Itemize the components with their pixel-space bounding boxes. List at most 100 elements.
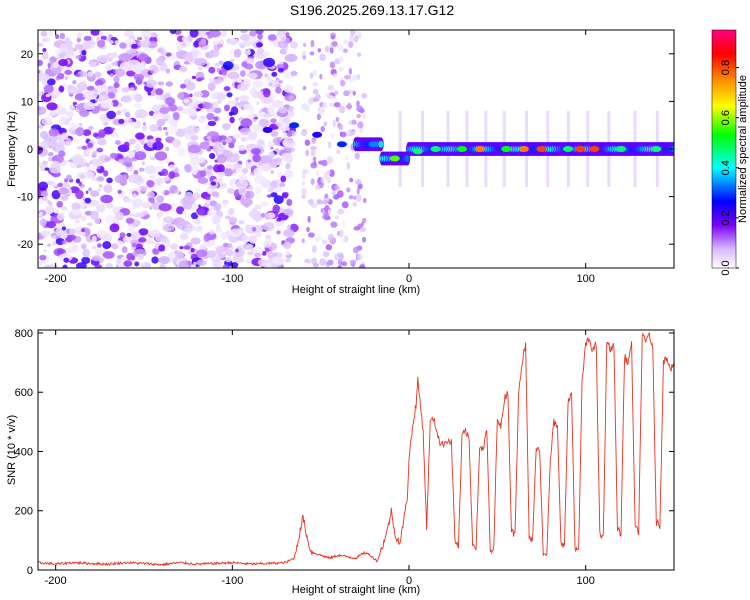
noise-speckle <box>278 80 283 84</box>
noise-speckle <box>254 252 261 258</box>
noise-speckle <box>85 162 90 167</box>
noise-speckle <box>169 104 178 112</box>
noise-speckle <box>58 58 68 67</box>
noise-speckle <box>225 256 232 263</box>
noise-speckle <box>255 30 264 35</box>
noise-speckle <box>325 261 330 268</box>
noise-speckle <box>115 264 119 268</box>
noise-speckle <box>255 246 262 252</box>
noise-speckle <box>223 246 229 252</box>
noise-speckle <box>251 248 256 252</box>
noise-speckle <box>215 224 221 230</box>
noise-speckle <box>162 176 171 182</box>
noise-speckle <box>97 138 107 146</box>
noise-speckle <box>92 150 98 155</box>
noise-speckle <box>76 37 82 43</box>
noise-speckle <box>110 132 120 138</box>
noise-speckle <box>319 73 323 80</box>
noise-speckle <box>55 228 63 237</box>
ridge-point <box>289 122 300 129</box>
snr-x-tick-label: 100 <box>576 575 594 587</box>
noise-speckle <box>180 83 187 89</box>
noise-speckle <box>244 190 255 200</box>
noise-speckle <box>56 212 65 221</box>
noise-speckle <box>89 61 97 67</box>
noise-speckle <box>136 253 145 261</box>
noise-speckle <box>144 165 157 175</box>
noise-speckle <box>38 70 41 74</box>
noise-speckle <box>319 107 326 116</box>
noise-speckle <box>229 178 237 187</box>
noise-speckle <box>321 239 328 245</box>
noise-speckle <box>156 214 160 218</box>
noise-speckle <box>247 159 251 163</box>
noise-speckle <box>238 220 245 225</box>
noise-speckle <box>41 51 49 60</box>
noise-speckle <box>264 73 269 78</box>
noise-speckle <box>249 172 253 176</box>
noise-speckle <box>75 225 82 232</box>
noise-speckle <box>43 196 48 202</box>
noise-speckle <box>203 233 211 242</box>
noise-speckle <box>231 38 240 45</box>
noise-speckle <box>313 156 317 162</box>
noise-speckle <box>156 195 165 203</box>
colorbar-tick-label: 0.6 <box>720 110 732 125</box>
noise-speckle <box>263 51 270 57</box>
colorbar <box>711 29 737 269</box>
noise-speckle <box>146 33 150 38</box>
noise-speckle <box>38 91 43 97</box>
noise-speckle <box>278 159 281 163</box>
ridge-point <box>616 146 626 152</box>
noise-speckle <box>301 194 306 199</box>
noise-speckle <box>94 79 104 87</box>
noise-speckle <box>191 165 199 174</box>
noise-speckle <box>54 34 60 40</box>
noise-speckle <box>49 164 61 174</box>
noise-speckle <box>280 152 293 162</box>
noise-speckle <box>209 229 215 235</box>
ridge-point <box>575 146 586 152</box>
noise-speckle <box>278 106 288 114</box>
noise-speckle <box>312 262 320 268</box>
noise-speckle <box>193 218 201 225</box>
heatmap-x-axis-label: Height of straight line (km) <box>292 284 420 296</box>
noise-speckle <box>83 101 96 111</box>
noise-speckle <box>47 243 52 247</box>
noise-speckle <box>83 35 92 42</box>
noise-speckle <box>40 190 49 197</box>
heatmap-y-tick-label: -10 <box>17 192 33 204</box>
noise-speckle <box>42 47 47 53</box>
noise-speckle <box>118 118 125 125</box>
noise-speckle <box>58 150 66 157</box>
noise-speckle <box>286 199 293 206</box>
snr-y-tick-label: 600 <box>15 387 33 399</box>
noise-speckle <box>310 162 318 169</box>
noise-speckle <box>327 209 331 215</box>
noise-speckle <box>362 112 367 121</box>
noise-speckle <box>198 40 207 48</box>
noise-speckle <box>270 93 277 99</box>
ridge-point <box>536 146 547 152</box>
noise-speckle <box>68 122 80 130</box>
noise-speckle <box>251 208 257 213</box>
noise-speckle <box>182 127 187 134</box>
noise-speckle <box>190 50 200 58</box>
noise-speckle <box>305 149 310 157</box>
noise-speckle <box>69 104 74 110</box>
noise-speckle <box>260 200 270 207</box>
noise-speckle <box>123 141 130 148</box>
noise-speckle <box>86 85 95 91</box>
noise-speckle <box>307 59 312 65</box>
noise-speckle <box>115 258 122 265</box>
noise-speckle <box>114 140 121 146</box>
noise-speckle <box>342 48 349 54</box>
noise-speckle <box>300 131 306 136</box>
noise-speckle <box>253 175 266 185</box>
noise-speckle <box>338 56 344 63</box>
noise-speckle <box>257 33 263 40</box>
noise-speckle <box>47 152 54 157</box>
noise-speckle <box>91 177 97 181</box>
noise-speckle <box>348 195 354 200</box>
snr-y-tick-label: 400 <box>15 446 33 458</box>
